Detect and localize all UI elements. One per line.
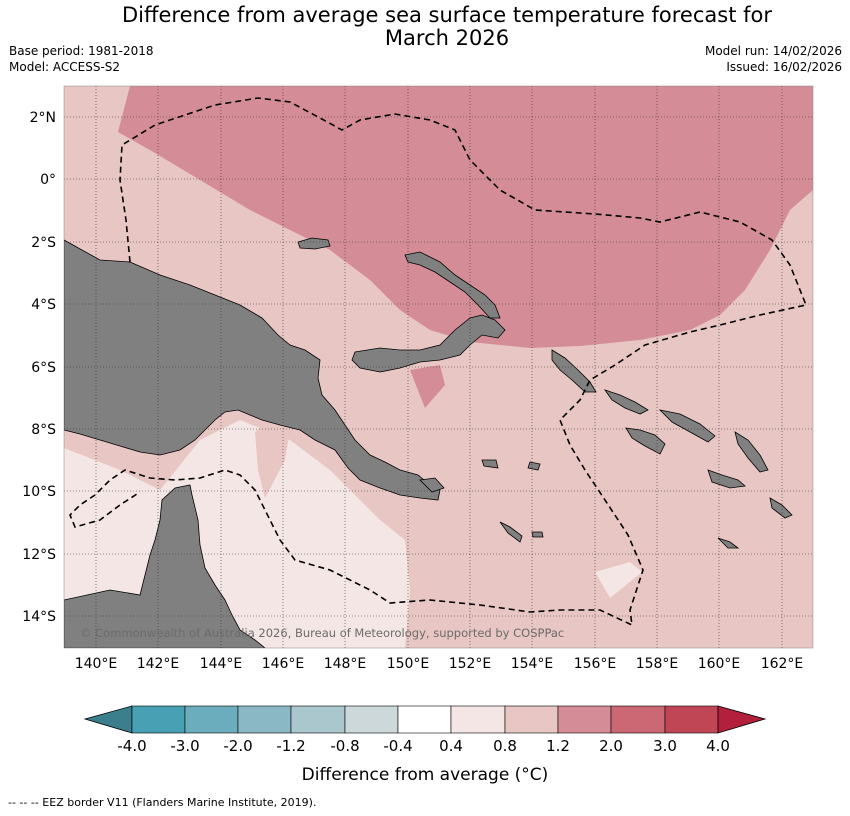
map-frame bbox=[63, 85, 814, 649]
latitude-labels: 2°N 0° 2°S 4°S 6°S 8°S 10°S 12°S 14°S bbox=[22, 110, 56, 625]
lon-label-140e: 140°E bbox=[75, 656, 118, 672]
colorbar-swatch-5 bbox=[344, 705, 399, 734]
land-rossel bbox=[531, 531, 544, 538]
longitude-labels: 140°E 142°E 144°E 146°E 148°E 150°E 152°… bbox=[75, 656, 804, 672]
cbar-tick-5: -0.8 bbox=[330, 737, 359, 755]
lat-label-12s: 12°S bbox=[22, 547, 56, 563]
land-choiseul bbox=[603, 389, 649, 415]
anomaly-band-1-2-tongue bbox=[410, 365, 445, 408]
lon-label-160e: 160°E bbox=[698, 656, 741, 672]
title-line-1: Difference from average sea surface temp… bbox=[122, 3, 772, 27]
cbar-tick-3: -2.0 bbox=[223, 737, 252, 755]
lon-label-152e: 152°E bbox=[449, 656, 492, 672]
anomaly-band-1-2-to-2-0 bbox=[118, 86, 813, 348]
land-manus bbox=[297, 237, 331, 250]
graticule bbox=[64, 86, 813, 648]
eez-legend-text: -- -- -- EEZ border V11 (Flanders Marine… bbox=[8, 796, 317, 809]
lon-label-158e: 158°E bbox=[636, 656, 679, 672]
base-period-text: Base period: 1981-2018 bbox=[9, 44, 154, 58]
lat-label-4s: 4°S bbox=[31, 297, 56, 313]
lat-label-2n: 2°N bbox=[30, 110, 56, 126]
metadata-right: Model run: 14/02/2026 Issued: 16/02/2026 bbox=[705, 43, 842, 75]
lon-label-142e: 142°E bbox=[137, 656, 180, 672]
land-vanikoro bbox=[717, 537, 740, 549]
colorbar-swatch-9 bbox=[557, 705, 612, 734]
colorbar-swatch-10 bbox=[610, 705, 666, 734]
colorbar-label: Difference from average (°C) bbox=[302, 765, 549, 785]
lat-label-10s: 10°S bbox=[22, 484, 56, 500]
colorbar-swatch-8 bbox=[504, 705, 559, 734]
issued-text: Issued: 16/02/2026 bbox=[726, 60, 842, 74]
cbar-tick-12: 4.0 bbox=[706, 737, 730, 755]
title-line-2: March 2026 bbox=[384, 26, 510, 50]
map-area[interactable]: © Commonwealth of Australia 2026, Bureau… bbox=[64, 86, 813, 648]
land-new-ireland bbox=[404, 251, 501, 319]
cbar-tick-7: 0.4 bbox=[439, 737, 463, 755]
copyright-text: © Commonwealth of Australia 2026, Bureau… bbox=[80, 626, 564, 640]
cbar-tick-2: -3.0 bbox=[170, 737, 199, 755]
colorbar-swatch-1 bbox=[131, 705, 186, 734]
cbar-tick-9: 1.2 bbox=[546, 737, 570, 755]
lon-label-156e: 156°E bbox=[574, 656, 617, 672]
cbar-tick-4: -1.2 bbox=[276, 737, 305, 755]
lat-label-6s: 6°S bbox=[31, 360, 56, 376]
lon-label-162e: 162°E bbox=[761, 656, 804, 672]
colorbar-swatch-11 bbox=[664, 705, 719, 734]
colorbar-swatch-2 bbox=[184, 705, 239, 734]
lon-label-146e: 146°E bbox=[262, 656, 305, 672]
cbar-tick-11: 3.0 bbox=[653, 737, 677, 755]
colorbar-extend-low bbox=[83, 705, 133, 734]
land-louisiade bbox=[499, 521, 523, 543]
metadata-left: Base period: 1981-2018 Model: ACCESS-S2 bbox=[9, 43, 154, 75]
colorbar-tick-labels: -4.0 -3.0 -2.0 -1.2 -0.8 -0.4 0.4 0.8 1.… bbox=[117, 737, 730, 755]
anomaly-band-0-8-patch bbox=[255, 420, 290, 498]
lon-label-148e: 148°E bbox=[324, 656, 367, 672]
eez-border bbox=[69, 97, 808, 627]
lat-label-0: 0° bbox=[40, 172, 56, 188]
land-santa-isabel bbox=[658, 409, 716, 443]
land-woodlark bbox=[527, 461, 541, 471]
lon-label-150e: 150°E bbox=[387, 656, 430, 672]
map-title: Difference from average sea surface temp… bbox=[0, 4, 850, 50]
cbar-tick-6: -0.4 bbox=[383, 737, 412, 755]
land-rennell bbox=[769, 497, 793, 519]
colorbar-swatch-3 bbox=[237, 705, 292, 734]
lat-label-8s: 8°S bbox=[31, 422, 56, 438]
model-text: Model: ACCESS-S2 bbox=[9, 60, 121, 74]
model-run-text: Model run: 14/02/2026 bbox=[704, 44, 842, 58]
colorbar-swatch-7 bbox=[450, 705, 506, 734]
cbar-tick-1: -4.0 bbox=[117, 737, 146, 755]
land-bougainville bbox=[551, 349, 597, 393]
colorbar-extend-high bbox=[717, 705, 767, 734]
land-new-britain bbox=[351, 314, 506, 373]
colorbar-swatch-4 bbox=[290, 705, 346, 734]
lat-label-2s: 2°S bbox=[31, 235, 56, 251]
cbar-tick-10: 2.0 bbox=[599, 737, 623, 755]
land-fergusson bbox=[419, 477, 445, 493]
land-makira bbox=[707, 469, 746, 489]
cbar-tick-8: 0.8 bbox=[493, 737, 517, 755]
land-malaita bbox=[734, 431, 769, 473]
lon-label-154e: 154°E bbox=[511, 656, 554, 672]
lat-label-14s: 14°S bbox=[22, 609, 56, 625]
lon-label-144e: 144°E bbox=[200, 656, 243, 672]
anomaly-band-0-4-to-0-8-east bbox=[595, 562, 642, 598]
colorbar-swatch-6 bbox=[397, 705, 452, 734]
land-guadalcanal bbox=[625, 427, 666, 455]
land-trobriand bbox=[481, 459, 499, 469]
land-cape-york bbox=[64, 484, 266, 648]
colorbar: -4.0 -3.0 -2.0 -1.2 -0.8 -0.4 0.4 0.8 1.… bbox=[83, 705, 767, 785]
